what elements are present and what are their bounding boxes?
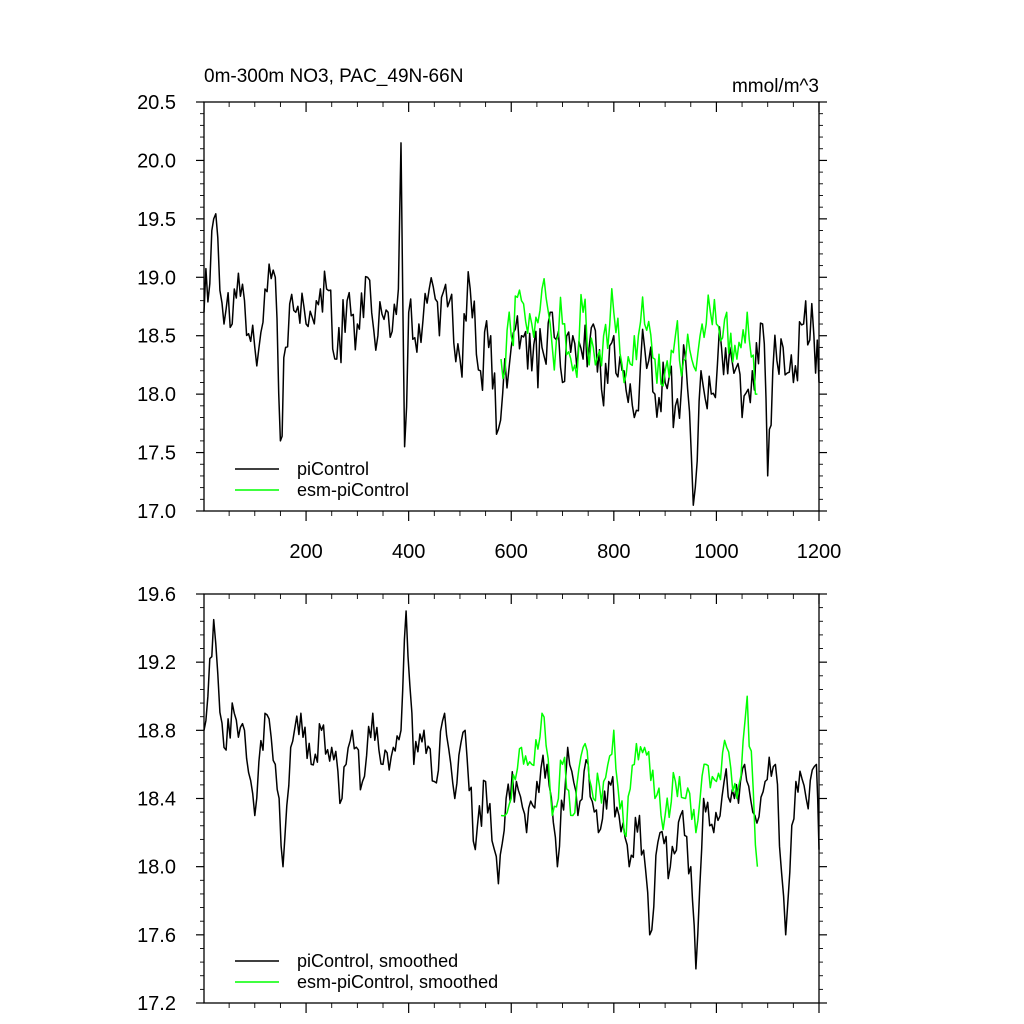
legend-label: esm-piControl — [297, 480, 409, 500]
series-line-esm-picontrol — [500, 695, 759, 867]
y-tick-label: 19.2 — [137, 652, 176, 674]
plot-frame — [203, 101, 820, 512]
series-line-esm-picontrol — [500, 277, 758, 395]
y-tick-label: 17.0 — [137, 501, 176, 523]
x-tick-label: 1200 — [797, 541, 842, 563]
legend-label: piControl, smoothed — [297, 951, 458, 971]
series-line-picontrol — [203, 610, 820, 970]
y-tick-label: 18.5 — [137, 326, 176, 348]
x-tick-label: 600 — [495, 541, 528, 563]
x-tick-label: 800 — [597, 541, 630, 563]
chart-title: 0m-300m NO3, PAC_49N-66N — [204, 66, 463, 87]
x-tick-label: 1000 — [694, 541, 739, 563]
units-label: mmol/m^3 — [732, 76, 819, 97]
y-tick-label: 20.0 — [137, 150, 176, 172]
y-tick-label: 19.0 — [137, 267, 176, 289]
x-tick-label: 200 — [289, 541, 322, 563]
y-tick-label: 20.5 — [137, 92, 176, 114]
y-tick-label: 19.6 — [137, 584, 176, 606]
y-tick-label: 19.5 — [137, 209, 176, 231]
y-tick-label: 17.5 — [137, 443, 176, 465]
top-panel: 17.0 17.5 18.0 18.5 19.0 19.5 20.0 20.5 200 400 60… — [137, 66, 841, 563]
y-tick-label: 17.2 — [137, 993, 176, 1015]
y-tick-label: 18.8 — [137, 720, 176, 742]
legend-label: esm-piControl, smoothed — [297, 972, 498, 992]
series-line-picontrol — [203, 142, 820, 506]
y-tick-label: 18.0 — [137, 857, 176, 879]
bottom-panel: 17.2 17.6 18.0 18.4 18.8 19.2 19.6 piControl, s… — [137, 584, 827, 1015]
legend-label: piControl — [297, 459, 369, 479]
x-tick-label: 400 — [392, 541, 425, 563]
y-tick-label: 18.0 — [137, 384, 176, 406]
y-tick-label: 18.4 — [137, 789, 176, 811]
y-tick-label: 17.6 — [137, 925, 176, 947]
